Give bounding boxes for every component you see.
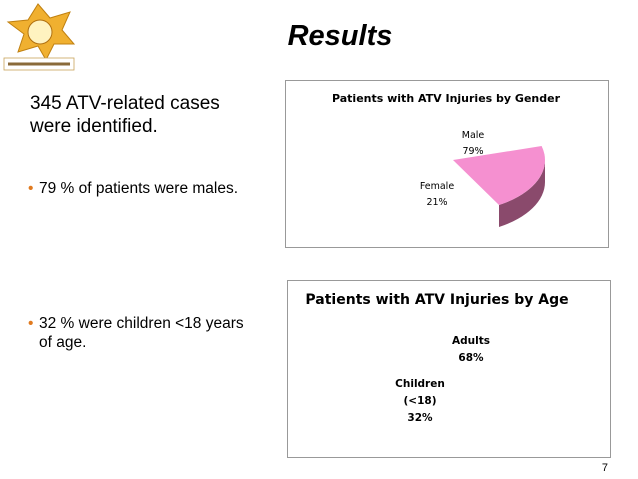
bullet: 32 % were children <18 years of age. xyxy=(28,314,244,352)
slice-label: Female xyxy=(419,181,455,192)
chart-frame xyxy=(285,80,609,248)
slide-title: Results xyxy=(287,20,393,52)
chart-frame xyxy=(287,280,611,458)
page-number: 7 xyxy=(601,462,608,474)
slice-label: Male xyxy=(461,130,485,141)
bullet: 79 % of patients were males. xyxy=(28,179,238,198)
slice-label: Adults xyxy=(452,335,490,347)
slice-value-label: 21% xyxy=(426,197,448,208)
slice-value-label: 32% xyxy=(407,412,433,424)
pie-slice-side xyxy=(487,385,535,442)
pie-slice xyxy=(361,108,542,212)
logo xyxy=(3,3,76,71)
pie-slice-side xyxy=(345,385,488,448)
pie-slice-side xyxy=(361,160,499,234)
pie-slice xyxy=(440,348,535,424)
slice-value-label: 68% xyxy=(458,352,484,364)
pie-slice xyxy=(345,340,495,430)
intro-text: 345 ATV-related cases were identified. xyxy=(30,93,220,137)
chart-title: Patients with ATV Injuries by Gender xyxy=(331,92,560,105)
pie-slice-side xyxy=(499,160,545,228)
slice-label: Children (<18) xyxy=(395,378,445,407)
chart-title: Patients with ATV Injuries by Age xyxy=(305,292,569,308)
slice-value-label: 79% xyxy=(462,146,484,157)
pie-slice xyxy=(453,146,546,206)
